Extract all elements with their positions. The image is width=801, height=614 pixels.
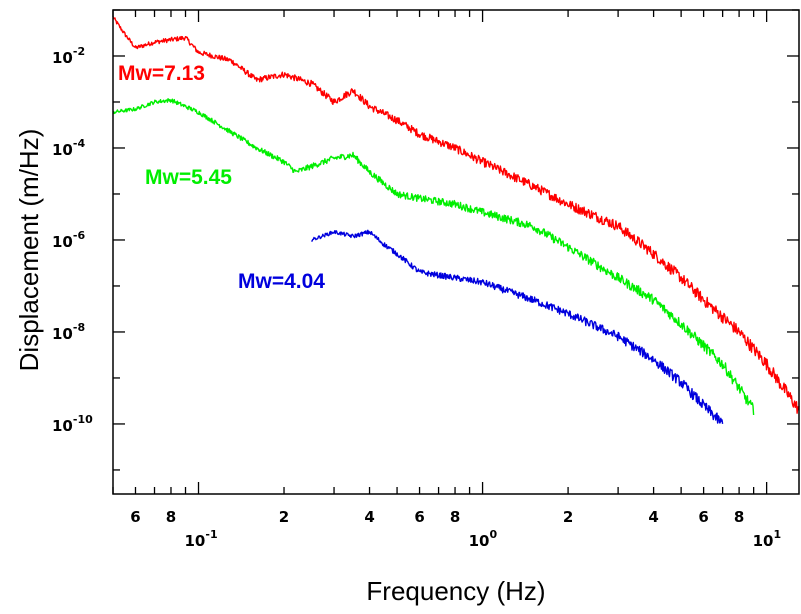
- x-tick-label: 100: [469, 528, 498, 550]
- y-tick-label: 10-10: [52, 413, 93, 435]
- x-minor-tick-label: 8: [166, 508, 176, 526]
- series-layer: [112, 16, 800, 425]
- x-tick-label: 101: [753, 528, 782, 550]
- y-tick-label: 10-8: [52, 321, 85, 343]
- label-layer: 10-1 100 101 6 8 2 4 6 8 2 4 6 8 10-2 10-4 10-6 10-8 10-1…: [52, 45, 781, 550]
- y-axis-title: Displacement (m/Hz): [14, 129, 44, 372]
- x-minor-tick-label: 2: [279, 508, 289, 526]
- series-label-mw404: Mw=4.04: [238, 270, 325, 293]
- tick-layer: [112, 9, 799, 494]
- x-minor-tick-label: 8: [734, 508, 744, 526]
- series-line-mw404: [311, 229, 724, 425]
- x-minor-tick-label: 6: [698, 508, 708, 526]
- x-minor-tick-label: 6: [414, 508, 424, 526]
- series-line-mw545: [112, 98, 755, 416]
- y-tick-label: 10-4: [52, 137, 85, 159]
- x-minor-tick-label: 2: [563, 508, 573, 526]
- x-minor-tick-label: 4: [364, 508, 374, 526]
- series-line-mw713: [112, 16, 800, 414]
- y-tick-label: 10-2: [52, 45, 85, 67]
- x-tick-label: 10-1: [185, 528, 218, 550]
- y-tick-label: 10-6: [52, 229, 85, 251]
- x-minor-tick-label: 4: [648, 508, 658, 526]
- plot-frame: [112, 9, 800, 495]
- series-label-mw713: Mw=7.13: [118, 62, 205, 85]
- x-axis-title: Frequency (Hz): [366, 576, 545, 606]
- x-minor-tick-label: 6: [130, 508, 140, 526]
- series-label-mw545: Mw=5.45: [145, 166, 232, 189]
- x-minor-tick-label: 8: [450, 508, 460, 526]
